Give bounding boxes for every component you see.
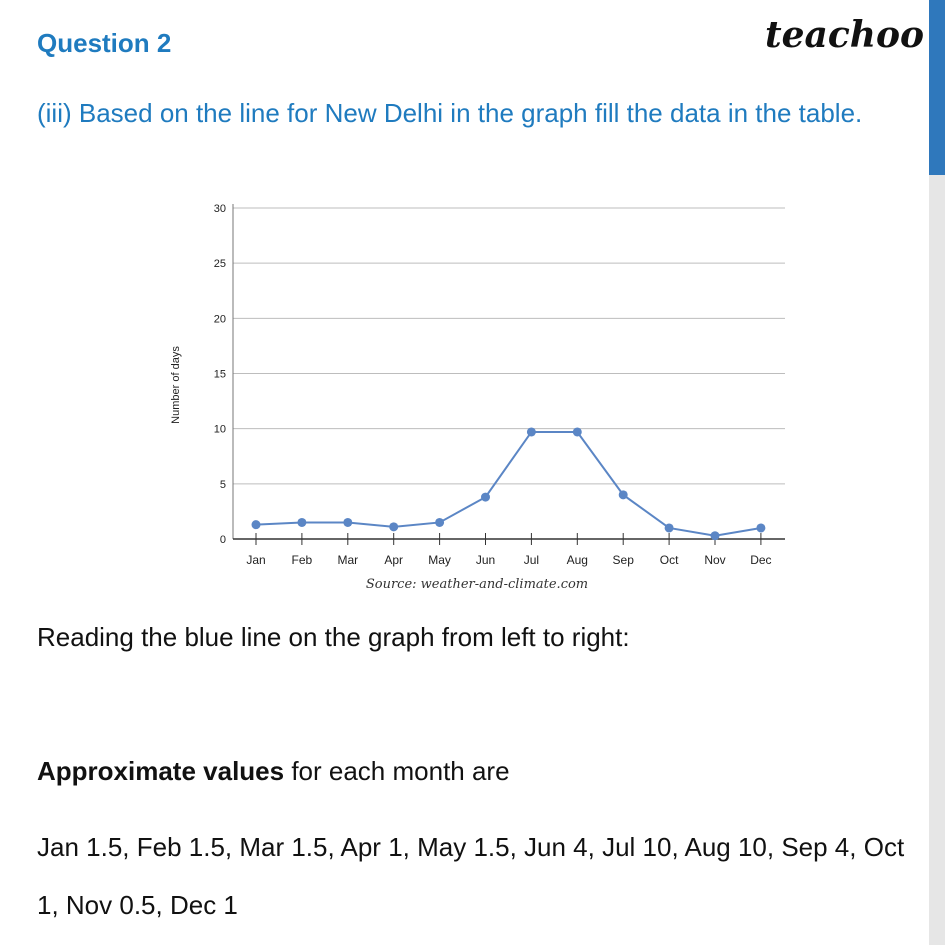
x-tick-label: Aug xyxy=(567,553,588,567)
reading-instruction: Reading the blue line on the graph from … xyxy=(37,622,630,652)
data-point xyxy=(710,531,720,541)
scroll-track xyxy=(929,0,945,945)
data-point xyxy=(618,490,628,500)
series-group xyxy=(251,427,766,541)
data-point xyxy=(526,427,536,437)
data-point xyxy=(435,517,445,527)
chart-gridlines xyxy=(233,207,785,485)
data-point xyxy=(572,427,582,437)
x-tick-label: Jan xyxy=(246,553,265,567)
question-prompt: (iii) Based on the line for New Delhi in… xyxy=(37,98,863,128)
x-tick-label: Sep xyxy=(613,553,635,567)
brand-logo: teachoo xyxy=(765,14,924,56)
data-point xyxy=(297,517,307,527)
question-label: Question 2 xyxy=(37,28,172,58)
approx-bold: Approximate values xyxy=(37,756,285,786)
y-tick-labels: 0 5 10 15 20 25 30 xyxy=(214,203,226,546)
x-tick-label: Jul xyxy=(524,553,539,567)
data-point xyxy=(389,522,399,532)
y-tick-label: 15 xyxy=(214,369,226,381)
x-tick-label: Nov xyxy=(704,553,725,567)
y-tick-label: 20 xyxy=(214,313,226,325)
x-tick-label: May xyxy=(428,553,451,567)
y-tick-label: 10 xyxy=(214,424,226,436)
approx-values: Jan 1.5, Feb 1.5, Mar 1.5, Apr 1, May 1.… xyxy=(37,832,905,920)
scroll-thumb[interactable] xyxy=(929,0,945,175)
approx-heading: Approximate values for each month are xyxy=(37,756,510,787)
data-point xyxy=(664,523,674,533)
data-point xyxy=(756,523,766,533)
x-tick-label: Oct xyxy=(660,553,679,567)
y-axis-label: Number of days xyxy=(170,346,182,424)
chart-source: Source: weather-and-climate.com xyxy=(366,577,588,592)
x-tick-label: Jun xyxy=(476,553,495,567)
data-point xyxy=(481,492,490,502)
y-tick-label: 0 xyxy=(220,534,226,546)
y-tick-label: 5 xyxy=(220,479,226,491)
series-line xyxy=(255,430,762,537)
y-tick-label: 25 xyxy=(214,258,226,270)
data-point xyxy=(251,520,261,530)
y-tick-label: 30 xyxy=(214,203,226,215)
chart-axes xyxy=(232,204,785,545)
x-tick-label: Mar xyxy=(337,553,358,567)
x-tick-label: Dec xyxy=(750,553,771,567)
x-tick-labels: Jan Feb Mar Apr May Jun Jul Aug Sep Oct Nov Dec xyxy=(246,553,771,567)
line-chart: 0 5 10 15 20 25 30 Jan Feb Mar Apr May Jun Jul Aug Sep… xyxy=(170,203,785,592)
approx-rest: for each month are xyxy=(284,756,510,786)
data-point xyxy=(343,517,353,527)
x-tick-label: Apr xyxy=(384,553,403,567)
x-tick-label: Feb xyxy=(292,553,313,567)
